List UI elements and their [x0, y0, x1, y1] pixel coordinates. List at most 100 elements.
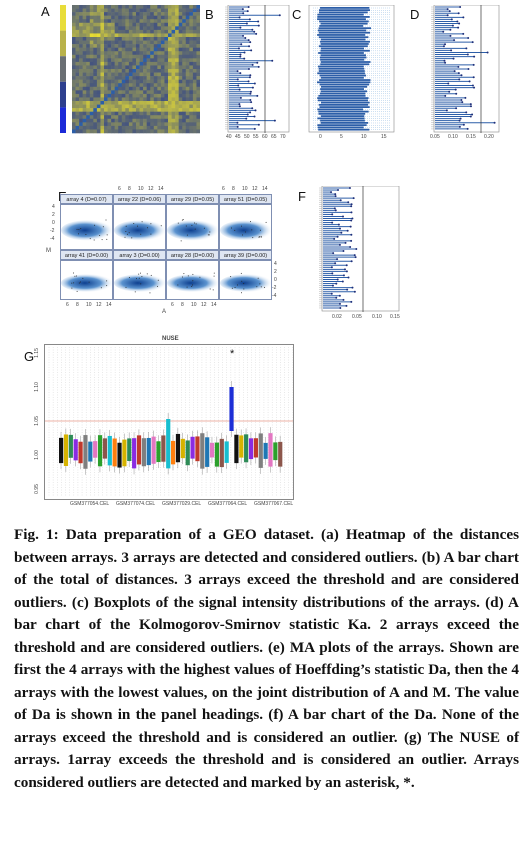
heatmap-cell — [96, 58, 101, 63]
heatmap-cell — [182, 115, 187, 120]
heatmap-cell — [128, 104, 133, 109]
heatmap-cell — [128, 108, 133, 112]
ma-point — [140, 233, 142, 235]
bar-dot — [462, 16, 465, 19]
heatmap-cell — [182, 15, 187, 20]
heatmap-cell — [164, 8, 169, 13]
heatmap-cell — [164, 72, 169, 77]
heatmap-cell — [89, 122, 94, 127]
bar-dot — [330, 191, 333, 194]
e-top-tick: 6 — [222, 186, 225, 192]
heatmap-cell — [132, 29, 137, 34]
ma-point — [242, 234, 244, 236]
heatmap-cell — [128, 40, 133, 45]
heatmap-cell — [185, 72, 190, 77]
heatmap-cell — [114, 129, 119, 134]
heatmap-cell — [146, 37, 151, 41]
bar-dot — [340, 231, 343, 234]
bar-dot — [459, 6, 462, 8]
panel-a-heatmap — [58, 5, 201, 135]
nuse-box — [97, 435, 103, 467]
heatmap-cell — [132, 5, 137, 9]
bar-dot — [338, 227, 341, 230]
ma-point — [260, 235, 262, 237]
heatmap-cell — [100, 125, 105, 130]
bar-dot — [444, 43, 447, 46]
bar-dot — [458, 22, 461, 25]
heatmap-cell — [168, 65, 172, 70]
heatmap-cell — [111, 44, 115, 48]
heatmap-cell — [111, 65, 115, 70]
heatmap-cell — [89, 61, 94, 66]
heatmap-cell — [121, 76, 126, 80]
bar-dot — [342, 215, 345, 218]
heatmap-cell — [178, 90, 183, 95]
ma-point — [187, 275, 189, 277]
box — [317, 18, 366, 21]
heatmap-cell — [175, 33, 179, 38]
heatmap-cell — [185, 86, 190, 91]
heatmap-cell — [139, 12, 144, 16]
heatmap-cell — [79, 86, 83, 91]
heatmap-cell — [182, 51, 187, 56]
heatmap-cell — [192, 15, 197, 20]
heatmap-cell — [196, 51, 201, 56]
heatmap-cell — [182, 83, 187, 88]
nuse-box — [127, 438, 132, 462]
heatmap-cell — [175, 61, 179, 66]
heatmap-cell — [175, 58, 179, 63]
heatmap-cell — [104, 125, 108, 130]
ma-density — [114, 220, 165, 241]
heatmap-cell — [175, 97, 179, 102]
ma-point — [99, 234, 101, 236]
ma-point — [147, 227, 149, 229]
heatmap-cell — [189, 37, 194, 41]
heatmap-cell — [196, 118, 201, 123]
ma-point — [209, 231, 211, 233]
c-tick: 0 — [319, 134, 322, 140]
heatmap-cell — [104, 72, 108, 77]
heatmap-cell — [196, 72, 201, 77]
box — [320, 121, 369, 124]
heatmap-cell — [79, 111, 83, 116]
heatmap-cell — [182, 69, 187, 73]
heatmap-cell — [160, 93, 165, 98]
heatmap-cell — [164, 101, 169, 105]
heatmap-cell — [189, 72, 194, 77]
heatmap-cell — [104, 129, 108, 134]
bar-dot — [342, 298, 345, 301]
e-top-tick: 12 — [148, 186, 154, 192]
heatmap-cell — [143, 76, 147, 80]
heatmap-cell — [143, 61, 147, 66]
heatmap-cell — [178, 125, 183, 130]
heatmap-cell — [86, 83, 91, 88]
bar-dot — [248, 45, 251, 48]
heatmap-cell — [143, 12, 147, 16]
plot-frame — [321, 185, 400, 312]
ma-point — [231, 287, 233, 289]
heatmap-cell — [93, 125, 98, 130]
heatmap-cell — [82, 29, 87, 34]
heatmap-cell — [111, 86, 115, 91]
heatmap-cell — [185, 122, 190, 127]
heatmap-cell — [192, 72, 197, 77]
heatmap-cell — [175, 115, 179, 120]
heatmap-cell — [118, 29, 123, 34]
heatmap-cell — [189, 125, 194, 130]
heatmap-cell — [157, 29, 162, 34]
heatmap-cell — [143, 5, 147, 9]
heatmap-cell — [96, 72, 101, 77]
heatmap-cell — [150, 79, 155, 84]
heatmap-cell — [192, 12, 197, 16]
heatmap-cell — [82, 19, 87, 24]
box — [317, 124, 367, 127]
heatmap-cell — [192, 29, 197, 34]
heatmap-cell — [93, 108, 98, 112]
heatmap-cell — [150, 47, 155, 52]
bar-dot — [347, 276, 350, 279]
heatmap-cell — [132, 61, 137, 66]
heatmap-cell — [150, 19, 155, 24]
heatmap-cell — [178, 86, 183, 91]
bar-dot — [255, 32, 258, 35]
heatmap-cell — [93, 51, 98, 56]
